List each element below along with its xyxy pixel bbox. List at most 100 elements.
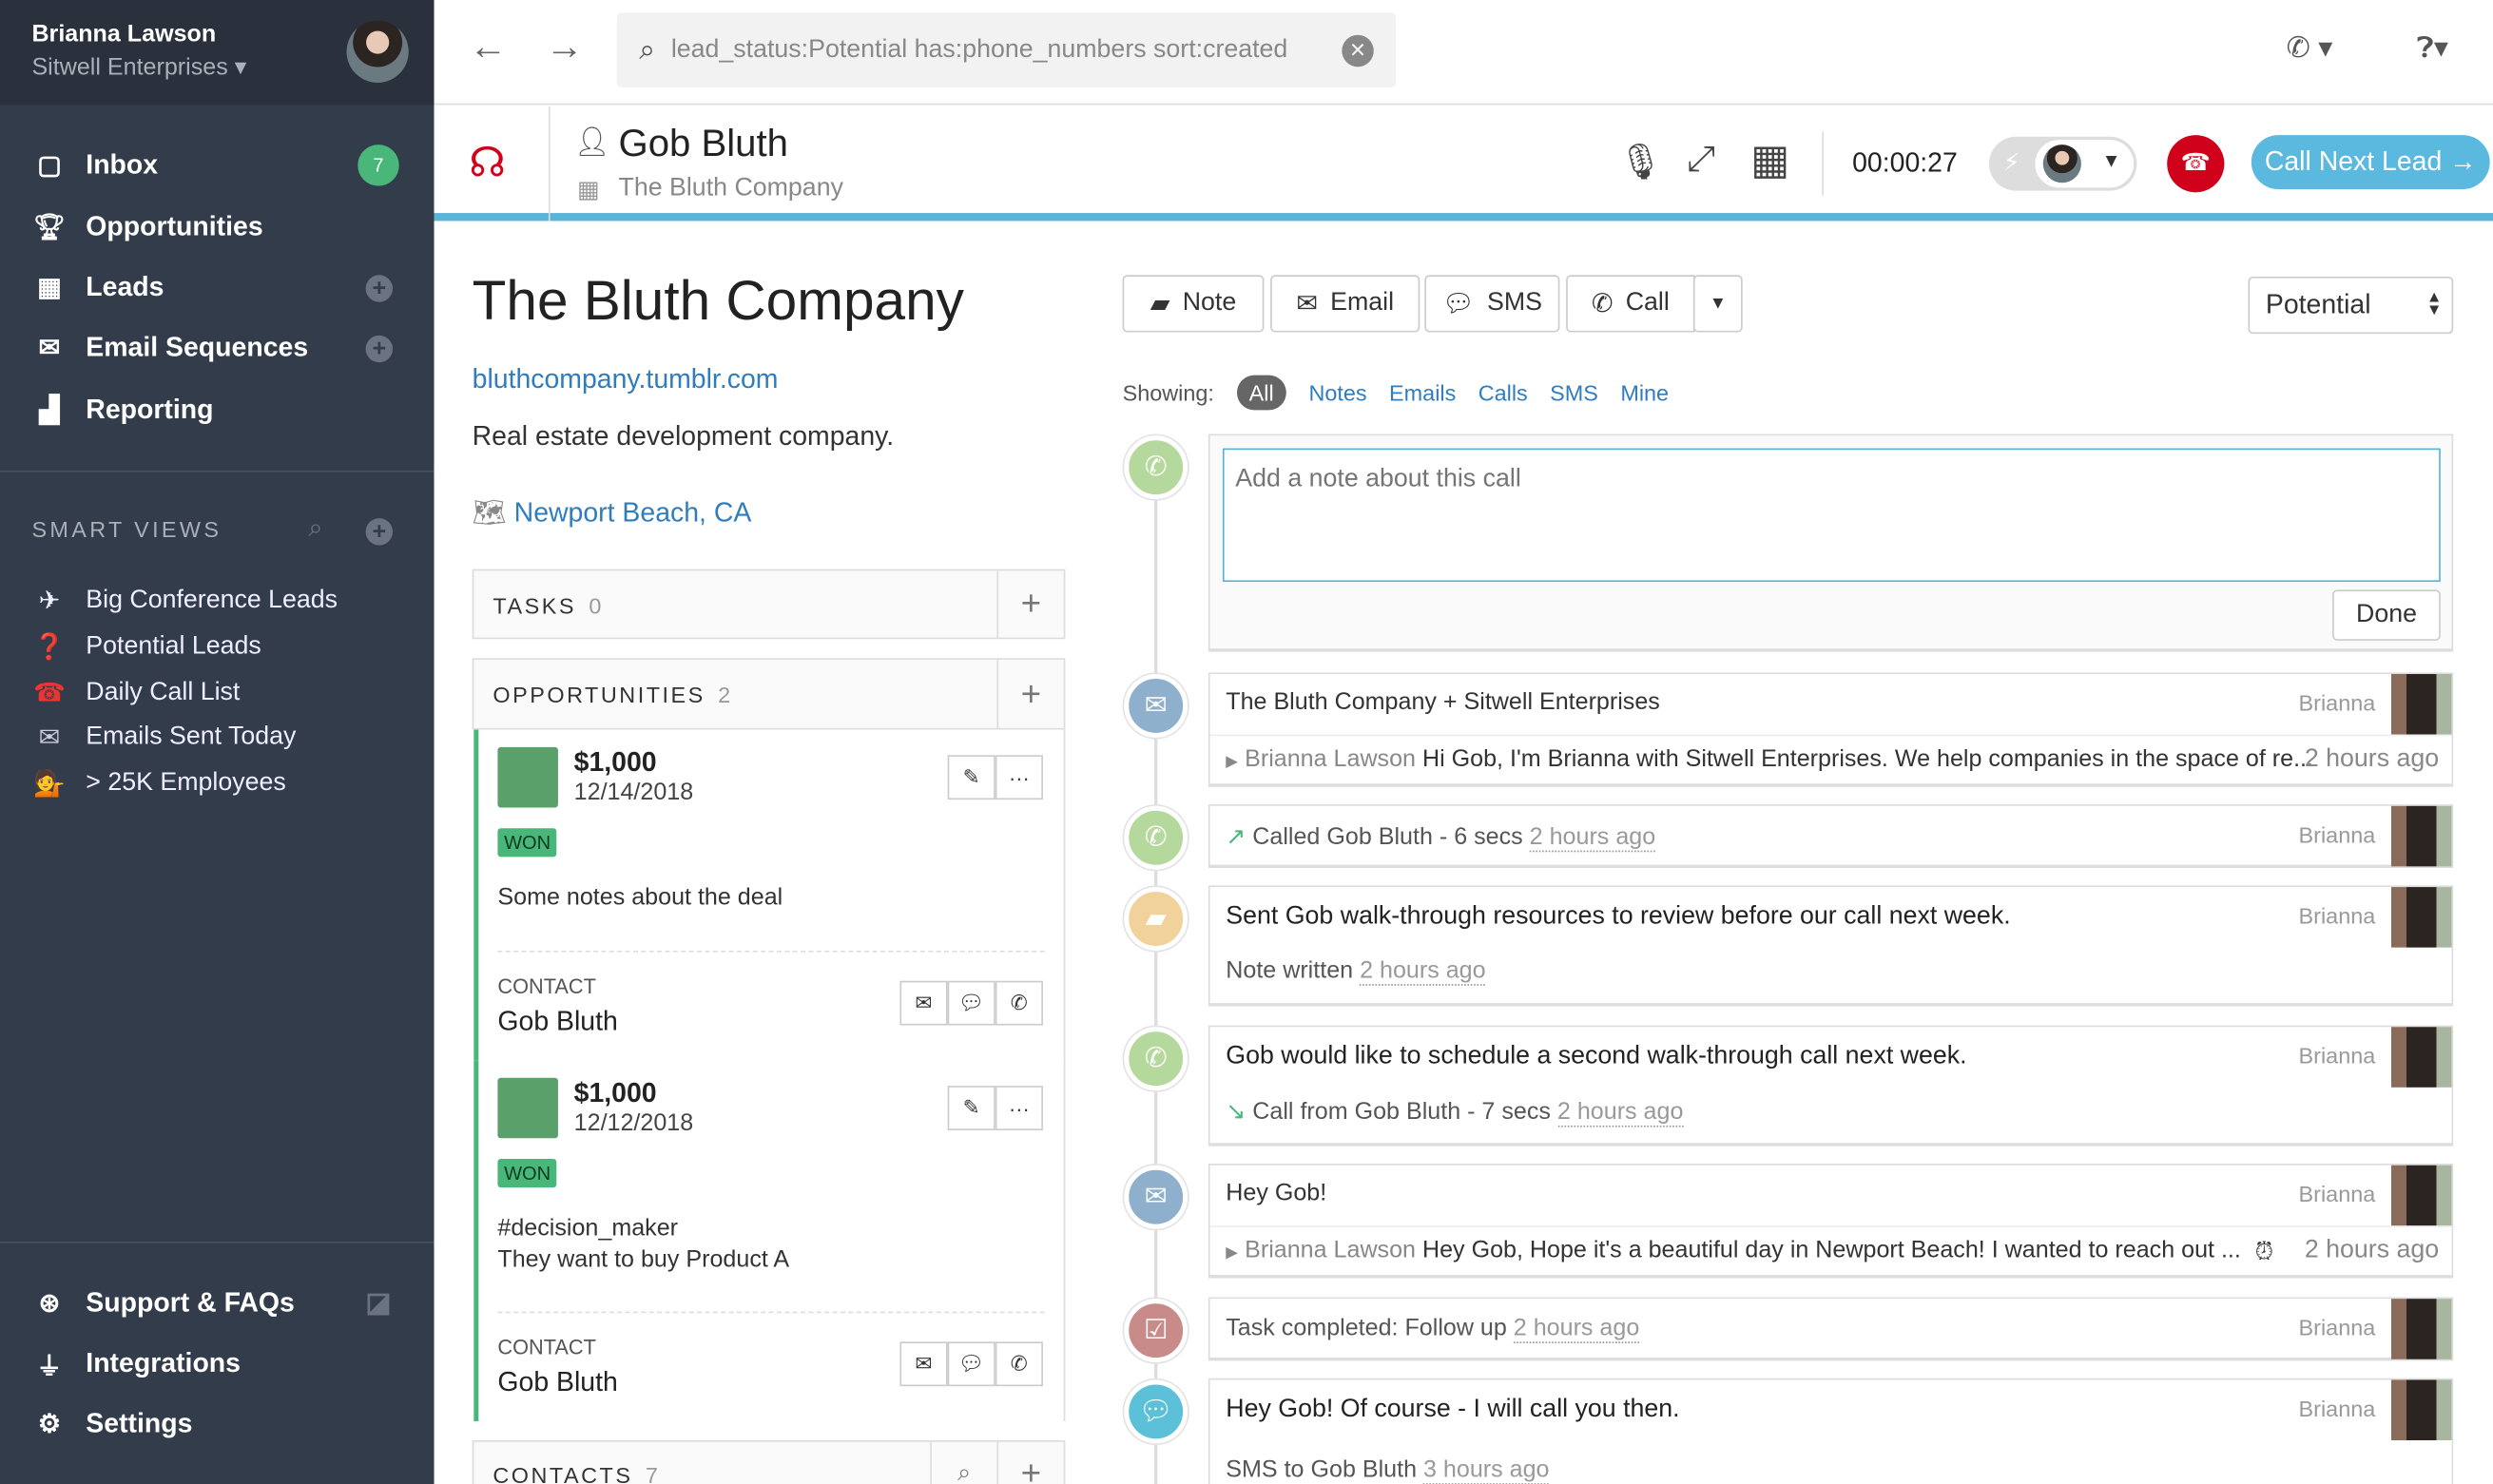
contact-name[interactable]: Gob Bluth xyxy=(618,122,788,165)
sidebar-item-opportunities[interactable]: 🏆︎ Opportunities xyxy=(0,201,435,255)
nav-label: Email Sequences xyxy=(86,332,309,363)
envelope-icon: ✉ xyxy=(915,990,933,1014)
activity-title: Hey Gob! Of course - I will call you the… xyxy=(1226,1396,1680,1423)
timeline-item-email[interactable]: Brianna The Bluth Company + Sitwell Enter… xyxy=(1208,672,2454,787)
smart-view-item[interactable]: ☎ Daily Call List xyxy=(31,669,240,715)
active-call-bar: ☊ 👤︎ Gob Bluth ▦ The Bluth Company 🎙︎ ⤢ … xyxy=(434,106,2493,222)
user-menu[interactable]: Brianna Lawson Sitwell Enterprises ▾ xyxy=(0,0,435,106)
sidebar-item-settings[interactable]: ⚙ Settings xyxy=(0,1397,435,1452)
sms-contact-button[interactable]: 💬︎ xyxy=(947,980,995,1026)
mute-microphone-icon[interactable]: 🎙︎ xyxy=(1618,141,1664,182)
call-next-lead-button[interactable]: Call Next Lead → xyxy=(2251,135,2490,189)
checkbox-icon: ☑ xyxy=(1124,1299,1189,1363)
email-subject[interactable]: The Bluth Company + Sitwell Enterprises xyxy=(1226,688,1660,716)
email-contact-button[interactable]: ✉ xyxy=(899,980,948,1026)
timeline-item-sms[interactable]: Brianna Hey Gob! Of course - I will call … xyxy=(1208,1378,2454,1484)
org-switcher[interactable]: Sitwell Enterprises ▾ xyxy=(31,52,246,81)
filter-emails[interactable]: Emails xyxy=(1389,379,1457,406)
back-arrow-icon[interactable]: ← xyxy=(469,25,508,68)
smart-view-item[interactable]: ✈ Big Conference Leads xyxy=(31,577,338,623)
forward-arrow-icon[interactable]: → xyxy=(545,25,584,68)
user-avatar xyxy=(2390,1379,2452,1441)
sidebar-item-email-sequences[interactable]: ✉ Email Sequences + xyxy=(0,321,435,376)
sidebar-item-inbox[interactable]: ▢ Inbox 7 xyxy=(0,138,435,192)
activity-title: Gob would like to schedule a second walk… xyxy=(1226,1042,1967,1070)
timeline-item-task[interactable]: Brianna Task completed: Follow up 2 hours… xyxy=(1208,1297,2454,1361)
caret-right-icon[interactable]: ▶ xyxy=(1226,1244,1239,1262)
envelope-icon: ✉ xyxy=(1124,1165,1189,1229)
call-contact-button[interactable]: ✆ xyxy=(995,1341,1043,1387)
filter-sms[interactable]: SMS xyxy=(1550,379,1598,406)
filter-calls[interactable]: Calls xyxy=(1478,379,1528,406)
hang-up-button[interactable]: ☎ xyxy=(2167,135,2225,193)
divider xyxy=(548,106,551,222)
ellipsis-icon: ··· xyxy=(1009,765,1030,790)
add-task-button[interactable]: + xyxy=(996,570,1063,638)
email-subject[interactable]: Hey Gob! xyxy=(1226,1179,1327,1207)
nav-label: Settings xyxy=(86,1408,193,1439)
add-sequence-button[interactable]: + xyxy=(365,334,394,362)
email-button[interactable]: ✉ Email xyxy=(1270,275,1420,333)
search-input[interactable]: ⌕ lead_status:Potential has:phone_numbers… xyxy=(616,12,1397,87)
filter-mine[interactable]: Mine xyxy=(1620,379,1670,406)
smart-view-item[interactable]: 💁 > 25K Employees xyxy=(31,760,286,805)
add-contact-button[interactable]: + xyxy=(996,1441,1063,1484)
avatar[interactable] xyxy=(346,20,409,83)
more-options-button[interactable]: ··· xyxy=(995,1086,1043,1130)
sidebar-item-leads[interactable]: ▦ Leads + xyxy=(0,260,435,315)
add-smart-view-button[interactable]: + xyxy=(365,518,394,546)
email-preview[interactable]: Hi Gob, I'm Brianna with Sitwell Enterpr… xyxy=(1421,745,2313,773)
clear-search-icon[interactable]: ✕ xyxy=(1342,33,1374,67)
timeline-item-call[interactable]: Brianna Gob would like to schedule a seco… xyxy=(1208,1025,2454,1147)
filter-notes[interactable]: Notes xyxy=(1308,379,1367,406)
lead-location[interactable]: 🗺︎ Newport Beach, CA xyxy=(473,497,752,529)
call-button[interactable]: ✆ Call xyxy=(1566,275,1695,333)
call-contact-button[interactable]: ✆ xyxy=(995,980,1043,1026)
timeline-item-call[interactable]: Brianna ↗ Called Gob Bluth - 6 secs 2 hou… xyxy=(1208,804,2454,869)
call-note-input[interactable] xyxy=(1222,448,2441,583)
sidebar-item-reporting[interactable]: ▟ Reporting xyxy=(0,383,435,437)
note-button[interactable]: ▰ Note xyxy=(1122,275,1265,333)
sms-contact-button[interactable]: 💬︎ xyxy=(947,1341,995,1387)
chat-icon: 💬︎ xyxy=(957,990,985,1014)
call-options-dropdown[interactable]: ▼ xyxy=(1692,275,1743,333)
done-button[interactable]: Done xyxy=(2332,589,2441,641)
edit-opportunity-button[interactable]: ✎ xyxy=(947,755,995,800)
caller-id-selector[interactable]: ⚡︎ ▼ xyxy=(1988,136,2137,191)
add-lead-button[interactable]: + xyxy=(365,274,394,301)
more-options-button[interactable]: ··· xyxy=(995,755,1043,800)
transfer-icon[interactable]: ⤢ xyxy=(1687,138,1715,179)
add-opportunity-button[interactable]: + xyxy=(996,659,1063,730)
opportunity-date: 12/14/2018 xyxy=(573,779,694,806)
lead-url-link[interactable]: bluthcompany.tumblr.com xyxy=(472,363,779,395)
help-icon[interactable]: ❓︎▾ xyxy=(2416,31,2448,64)
email-preview[interactable]: Hey Gob, Hope it's a beautiful day in Ne… xyxy=(1421,1236,2241,1264)
sms-button[interactable]: 💬︎ SMS xyxy=(1424,275,1560,333)
timeline-item-email[interactable]: Brianna Hey Gob! ▶ Brianna Lawson Hey Gob… xyxy=(1208,1164,2454,1279)
opportunity-card[interactable]: $1,000 12/12/2018 ✎ ··· WON #decision_mak… xyxy=(473,1060,1066,1421)
won-badge: WON xyxy=(497,1159,557,1188)
search-contacts-button[interactable]: ⌕ xyxy=(930,1441,996,1484)
search-icon[interactable]: ⌕ xyxy=(308,514,323,543)
sidebar-item-integrations[interactable]: ⏚ Integrations xyxy=(0,1337,435,1391)
keypad-icon[interactable]: ▦ xyxy=(1750,135,1790,183)
smart-view-item[interactable]: ❓ Potential Leads xyxy=(31,624,261,669)
contact-name[interactable]: Gob Bluth xyxy=(497,1006,618,1037)
lead-status-select[interactable]: Potential ▲ ▼ xyxy=(2248,276,2454,335)
email-contact-button[interactable]: ✉ xyxy=(899,1341,948,1387)
activity-user: Brianna xyxy=(2298,821,2376,848)
filter-all[interactable]: All xyxy=(1236,375,1287,411)
phone-icon: ✆ xyxy=(1010,1351,1028,1376)
location-link[interactable]: Newport Beach, CA xyxy=(513,497,752,529)
lightning-icon: ⚡︎ xyxy=(2002,149,2020,177)
smart-view-item[interactable]: ✉ Emails Sent Today xyxy=(31,714,297,760)
caret-right-icon[interactable]: ▶ xyxy=(1226,753,1239,772)
phone-menu-icon[interactable]: ✆ ▾ xyxy=(2286,31,2333,64)
sidebar-item-support[interactable]: ⊛ Support & FAQs ◪ xyxy=(0,1277,435,1331)
edit-opportunity-button[interactable]: ✎ xyxy=(947,1086,995,1130)
contact-avatar xyxy=(497,746,558,808)
timeline-item-note[interactable]: Brianna Sent Gob walk-through resources t… xyxy=(1208,885,2454,1007)
company-name[interactable]: The Bluth Company xyxy=(618,174,843,202)
contact-name[interactable]: Gob Bluth xyxy=(497,1367,618,1397)
opportunity-card[interactable]: $1,000 12/14/2018 ✎ ··· WON Some notes ab… xyxy=(473,729,1066,1061)
